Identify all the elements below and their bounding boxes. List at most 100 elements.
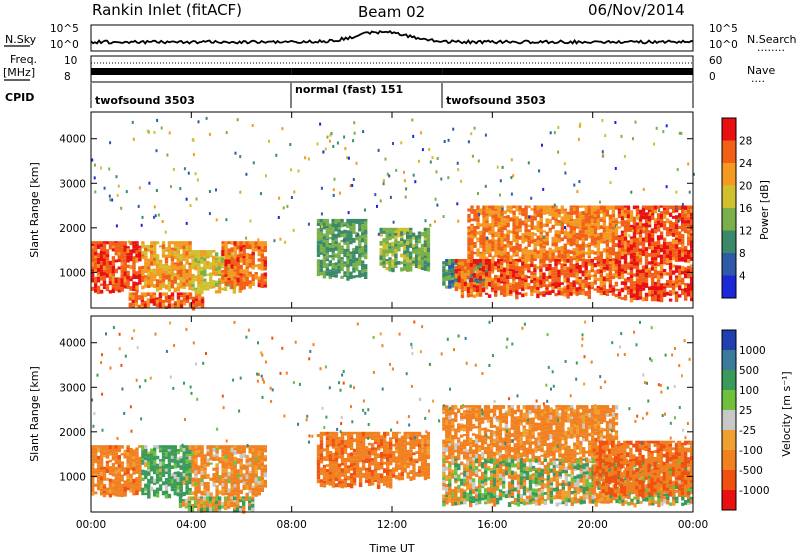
power-cell-r9 (488, 267, 491, 272)
power-cell-r9 (509, 290, 512, 294)
power-cell-r5 (329, 260, 332, 263)
power-cell-r2 (144, 303, 147, 308)
velocity-cell-r2 (234, 473, 237, 477)
velocity-cell-r6 (490, 432, 493, 437)
power-cell-r10 (660, 257, 663, 260)
power-cell-r9 (530, 259, 533, 264)
power-cell-r8 (549, 248, 552, 252)
power-cell-r0 (132, 277, 135, 280)
power-cell-r6 (415, 252, 418, 255)
velocity-cell-r1 (177, 449, 180, 452)
power-cell-r8 (518, 229, 521, 233)
power-cell-r5 (329, 243, 332, 245)
velocity-cell-r5 (421, 452, 424, 457)
power-cell-r2 (180, 300, 183, 305)
power-cell-r9 (566, 294, 569, 299)
power-cell-r5 (335, 244, 338, 247)
power-cell-r10 (624, 278, 627, 281)
power-scatter-echo (118, 185, 120, 188)
power-cell-r0 (94, 250, 97, 252)
power-cell-r1 (180, 277, 183, 280)
power-cell-r8 (582, 211, 585, 215)
power-cell-r4 (224, 245, 227, 249)
power-cell-r4 (221, 275, 224, 278)
power-cell-r1 (168, 285, 171, 287)
power-cell-r6 (380, 234, 383, 237)
power-cell-r8 (591, 243, 594, 246)
power-cell-r4 (240, 241, 243, 246)
velocity-cell-r0 (132, 452, 135, 456)
power-cell-r6 (421, 267, 424, 270)
velocity-cell-r4 (365, 480, 368, 483)
power-cell-r1 (185, 246, 188, 251)
power-cell-r8 (485, 209, 488, 214)
power-cell-r9 (461, 271, 464, 274)
velocity-cell-r0 (118, 491, 121, 493)
power-cell-r10 (618, 221, 621, 223)
power-cell-r10 (624, 214, 627, 219)
power-cell-r10 (687, 288, 690, 292)
velocity-cell-r0 (132, 456, 135, 459)
power-cell-r8 (594, 237, 597, 241)
velocity-cell-r1 (174, 491, 177, 493)
power-scatter-echo (457, 168, 459, 171)
power-cell-r4 (231, 261, 234, 265)
velocity-cell-r2 (249, 447, 252, 451)
power-cell-r0 (100, 247, 103, 251)
power-cell-r0 (129, 276, 132, 278)
power-cell-r1 (185, 283, 188, 287)
power-cell-r1 (188, 283, 191, 288)
power-cell-r10 (627, 289, 630, 293)
power-cell-r10 (669, 283, 672, 287)
velocity-cell-r2 (215, 445, 218, 448)
power-cell-r9 (461, 289, 464, 292)
power-cell-r8 (491, 210, 494, 213)
velocity-cell-r0 (118, 485, 121, 489)
power-cell-r9 (585, 291, 588, 296)
power-cell-r5 (346, 224, 349, 228)
power-cell-r0 (91, 287, 94, 291)
velocity-cell-r0 (100, 462, 103, 464)
power-cell-r9 (482, 272, 485, 275)
velocity-cell-r2 (194, 482, 197, 486)
power-cell-r5 (361, 253, 364, 255)
velocity-cell-r6 (499, 418, 502, 420)
power-cell-r4 (252, 281, 255, 284)
power-cell-r10 (672, 226, 675, 230)
noise-strip-frame (91, 25, 693, 51)
power-cell-r2 (165, 306, 168, 309)
velocity-cell-r5 (401, 436, 404, 440)
power-cell-r0 (97, 277, 100, 279)
power-cell-r8 (534, 226, 537, 230)
power-cell-r10 (663, 245, 666, 250)
power-cell-r1 (150, 251, 153, 254)
power-scatter-echo (104, 187, 106, 190)
power-cell-r8 (576, 226, 579, 228)
power-scatter-echo (333, 188, 335, 191)
power-scatter-echo (206, 117, 208, 120)
velocity-cell-r0 (121, 475, 124, 479)
velocity-cell-r5 (392, 456, 395, 458)
power-cell-r1 (162, 278, 165, 282)
power-cell-r3 (194, 266, 197, 271)
velocity-cell-r2 (200, 445, 203, 447)
power-cell-r0 (109, 274, 112, 277)
power-cell-r8 (521, 233, 524, 237)
power-cell-r9 (533, 278, 536, 281)
power-cell-r1 (153, 245, 156, 247)
velocity-cell-r2 (200, 454, 203, 458)
power-cell-r9 (518, 280, 521, 285)
power-cell-r10 (630, 282, 633, 286)
power-cell-r1 (180, 280, 183, 284)
power-cell-r4 (249, 263, 252, 268)
velocity-cell-r1 (150, 480, 153, 484)
power-cell-r9 (482, 259, 485, 264)
power-cell-r9 (488, 294, 491, 298)
power-cell-r8 (500, 227, 503, 230)
power-cell-r0 (97, 268, 100, 272)
velocity-cell-r4 (356, 467, 359, 470)
power-cell-r2 (186, 292, 189, 295)
power-cell-r1 (162, 264, 165, 266)
velocity-cell-r1 (144, 463, 147, 468)
velocity-cell-r2 (224, 445, 227, 449)
